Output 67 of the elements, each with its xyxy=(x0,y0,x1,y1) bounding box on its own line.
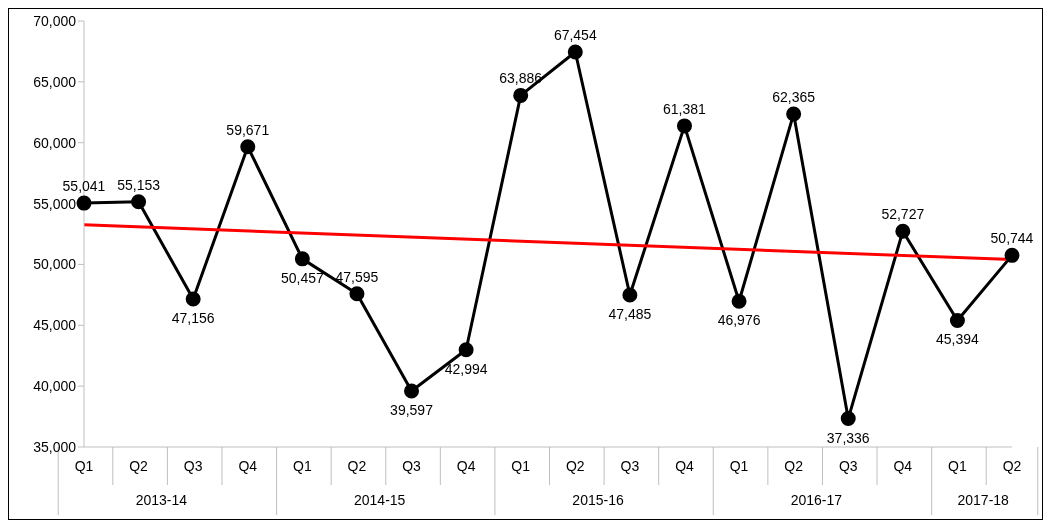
y-tick-label: 55,000 xyxy=(33,195,77,212)
point xyxy=(1004,247,1020,263)
point xyxy=(949,312,965,328)
x-tick-label: Q3 xyxy=(402,458,422,474)
y-tick-label: 50,000 xyxy=(33,256,77,273)
point xyxy=(676,118,692,134)
x-tick-label: Q4 xyxy=(238,458,258,474)
data-label: 42,994 xyxy=(444,360,488,377)
text: 2013-14 xyxy=(135,492,188,508)
x-tick-label: Q1 xyxy=(293,458,312,474)
text: 2016-17 xyxy=(790,492,843,508)
x-tick-label: Q4 xyxy=(893,458,913,474)
y-tick-label: 40,000 xyxy=(33,378,77,395)
point xyxy=(458,342,474,358)
y-tick-label: 65,000 xyxy=(33,73,77,90)
point xyxy=(731,293,747,309)
data-label: 50,457 xyxy=(280,269,324,286)
y-tick-label: 45,000 xyxy=(33,317,77,334)
x-tick-label: Q4 xyxy=(675,458,695,474)
y-tick-label: 60,000 xyxy=(33,134,77,151)
data-label: 47,156 xyxy=(171,310,215,327)
data-label: 39,597 xyxy=(390,402,434,419)
point xyxy=(240,139,256,155)
point xyxy=(567,44,583,60)
data-label: 55,041 xyxy=(62,178,106,195)
x-tick-label: Q1 xyxy=(74,458,94,474)
point xyxy=(786,106,802,122)
data-label: 61,381 xyxy=(663,100,707,117)
data-label: 37,336 xyxy=(826,429,870,446)
point xyxy=(513,87,529,103)
x-tick-label: Q3 xyxy=(183,458,203,474)
x-tick-label: Q2 xyxy=(784,458,804,474)
text: 2015-16 xyxy=(572,492,624,508)
data-label: 59,671 xyxy=(226,121,270,138)
x-tick-label: Q2 xyxy=(129,458,149,474)
data-label: 45,394 xyxy=(936,331,980,348)
data-label: 50,744 xyxy=(990,230,1034,247)
point xyxy=(404,383,420,399)
x-tick-label: Q3 xyxy=(620,458,640,474)
text: 2017-18 xyxy=(957,492,1010,508)
y-tick-label: 35,000 xyxy=(33,438,77,455)
x-tick-label: Q3 xyxy=(838,458,858,474)
x-tick-label: Q1 xyxy=(729,458,749,474)
point xyxy=(622,287,638,303)
data-label: 47,595 xyxy=(335,268,379,285)
text: 2014-15 xyxy=(353,492,406,508)
point xyxy=(349,286,365,302)
point xyxy=(895,223,911,239)
data-label: 47,485 xyxy=(608,306,652,323)
x-tick-label: Q2 xyxy=(347,458,367,474)
data-label: 62,365 xyxy=(772,88,816,105)
point xyxy=(131,194,147,210)
x-tick-label: Q2 xyxy=(565,458,585,474)
y-tick-label: 70,000 xyxy=(33,12,77,29)
point xyxy=(185,291,201,307)
data-label: 63,886 xyxy=(499,70,543,87)
x-tick-label: Q1 xyxy=(511,458,531,474)
point xyxy=(76,195,92,211)
data-label: 67,454 xyxy=(553,26,597,43)
point xyxy=(294,251,310,267)
data-label: 52,727 xyxy=(881,206,925,223)
point xyxy=(840,411,856,427)
x-tick-label: Q2 xyxy=(1002,458,1022,474)
data-label: 46,976 xyxy=(717,312,761,329)
data-label: 55,153 xyxy=(117,176,161,193)
x-tick-label: Q4 xyxy=(456,458,476,474)
x-tick-label: Q1 xyxy=(948,458,967,474)
